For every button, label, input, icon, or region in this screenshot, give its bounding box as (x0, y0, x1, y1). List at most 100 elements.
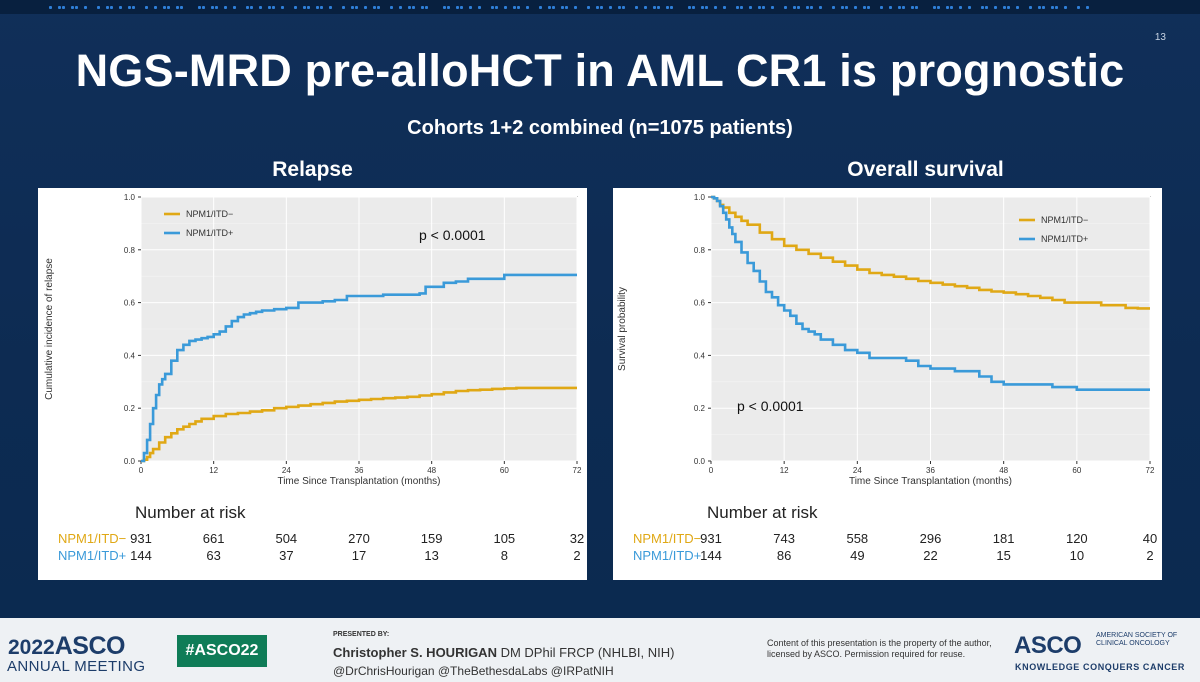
y-tick-label: 0.8 (124, 246, 136, 255)
strip-dot (596, 6, 599, 9)
x-tick-label: 72 (1146, 466, 1155, 475)
strip-dot (946, 6, 949, 9)
society-tagline: KNOWLEDGE CONQUERS CANCER (1015, 662, 1186, 672)
strip-dot (351, 6, 354, 9)
strip-dot (294, 6, 297, 9)
slide: 13 NGS-MRD pre-alloHCT in AML CR1 is pro… (0, 0, 1200, 618)
strip-dot (740, 6, 743, 9)
legend-label: NPM1/ITD− (1041, 215, 1088, 225)
strip-dot (705, 6, 708, 9)
strip-dot (832, 6, 835, 9)
y-tick-label: 0.2 (124, 404, 136, 413)
strip-dot (469, 6, 472, 9)
strip-dot (653, 6, 656, 9)
strip-dot (574, 6, 577, 9)
strip-dot (793, 6, 796, 9)
strip-dot (902, 6, 905, 9)
survival-chart-panel: 0.0 0.2 0.4 0.6 0.8 1.0 0 12 24 36 48 60 72 Time Sinc… (613, 188, 1162, 580)
strip-dot (320, 6, 323, 9)
risk-count: 37 (279, 548, 294, 563)
strip-dot (224, 6, 227, 9)
strip-dot (491, 6, 494, 9)
strip-dot (250, 6, 253, 9)
presented-by-label: PRESENTED BY: (333, 631, 390, 638)
strip-dot (797, 6, 800, 9)
risk-count: 2 (573, 548, 581, 563)
strip-dot (692, 6, 695, 9)
strip-dot (1029, 6, 1032, 9)
strip-dot (58, 6, 61, 9)
strip-dot (981, 6, 984, 9)
series-line-itd-positive (141, 273, 577, 463)
strip-dot (145, 6, 148, 9)
risk-count: 13 (424, 548, 439, 563)
slide-title: NGS-MRD pre-alloHCT in AML CR1 is progno… (75, 45, 1125, 96)
relapse-chart-panel: 0.0 0.2 0.4 0.6 0.8 1.0 0 12 24 36 48 60 72 Time Sinc… (38, 188, 587, 580)
risk-count: 15 (996, 548, 1011, 563)
p-value-annotation: p < 0.0001 (737, 398, 804, 414)
legend-label: NPM1/ITD+ (1041, 234, 1088, 244)
strip-dot (867, 6, 870, 9)
strip-dot (736, 6, 739, 9)
y-tick-label: 0.4 (124, 351, 136, 360)
strip-dot (968, 6, 971, 9)
risk-count: 144 (700, 548, 722, 563)
strip-dot (268, 6, 271, 9)
x-tick-label: 12 (209, 466, 218, 475)
strip-dot (937, 6, 940, 9)
strip-dot (456, 6, 459, 9)
strip-dot (513, 6, 516, 9)
strip-dot (845, 6, 848, 9)
risk-count: 17 (351, 548, 367, 563)
series-line-itd-negative (711, 195, 1150, 310)
strip-dot (1007, 6, 1010, 9)
strip-dot (49, 6, 52, 9)
risk-count: 558 (846, 531, 869, 546)
strip-dot (272, 6, 275, 9)
risk-count: 159 (420, 531, 443, 546)
risk-count: 32 (569, 531, 585, 546)
strip-dot (911, 6, 914, 9)
strip-dot (399, 6, 402, 9)
strip-dot (303, 6, 306, 9)
meeting-asco: ASCO (54, 632, 126, 660)
strip-dot (176, 6, 179, 9)
y-tick-label: 1.0 (124, 193, 136, 202)
strip-dot (666, 6, 669, 9)
strip-dot (880, 6, 883, 9)
strip-dot (771, 6, 774, 9)
risk-count: 8 (500, 548, 508, 563)
strip-dot (806, 6, 809, 9)
x-tick-label: 72 (573, 466, 582, 475)
risk-row-label: NPM1/ITD+ (633, 548, 702, 563)
x-tick-label: 48 (427, 466, 436, 475)
risk-count: 144 (130, 548, 152, 563)
risk-row-label: NPM1/ITD− (58, 531, 127, 546)
strip-dot (670, 6, 673, 9)
strip-dot (758, 6, 761, 9)
annual-meeting-label: ANNUAL MEETING (7, 658, 146, 675)
strip-dot (959, 6, 962, 9)
strip-dot (281, 6, 284, 9)
risk-row-label: NPM1/ITD+ (58, 548, 127, 563)
strip-dot (163, 6, 166, 9)
strip-dot (478, 6, 481, 9)
strip-dot (644, 6, 647, 9)
survival-chart: 0.0 0.2 0.4 0.6 0.8 1.0 0 12 24 36 48 60 72 Time Sinc… (617, 193, 1155, 487)
strip-dot (342, 6, 345, 9)
survival-heading: Overall survival (847, 158, 1004, 181)
strip-dot (1055, 6, 1058, 9)
risk-count: 22 (923, 548, 938, 563)
presenter-name: Christopher S. HOURIGAN (333, 645, 497, 660)
strip-dot (854, 6, 857, 9)
risk-count: 49 (850, 548, 865, 563)
strip-dot (1077, 6, 1080, 9)
risk-count: 63 (206, 548, 221, 563)
strip-dot (84, 6, 87, 9)
strip-dot (762, 6, 765, 9)
slide-subtitle: Cohorts 1+2 combined (n=1075 patients) (407, 117, 793, 139)
strip-dot (688, 6, 691, 9)
risk-count: 743 (773, 531, 795, 546)
strip-dot (819, 6, 822, 9)
strip-dot (460, 6, 463, 9)
